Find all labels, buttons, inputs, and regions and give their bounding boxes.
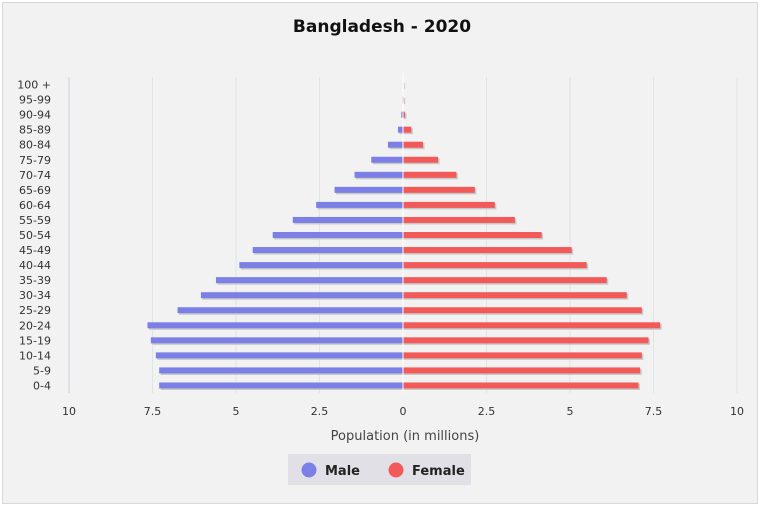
bar-male-85-89 (397, 126, 403, 133)
bar-male-5-9 (159, 367, 403, 374)
chart-title: Bangladesh - 2020 (293, 17, 471, 37)
bar-shadow (403, 98, 405, 105)
y-tick-label: 55-59 (19, 214, 51, 227)
bar-female-35-39 (403, 277, 607, 284)
y-tick-label: 80-84 (19, 139, 51, 152)
bar-female-0-4 (403, 382, 639, 389)
bar-female-55-59 (403, 216, 515, 223)
bar-female-15-19 (403, 337, 649, 344)
legend-label-male[interactable]: Male (325, 464, 360, 479)
bar-male-0-4 (159, 382, 403, 389)
legend: Male Female (288, 454, 471, 485)
chart-canvas: Bangladesh - 2020 0-4 5-9 10-14 15-19 20-24 2… (17, 17, 744, 485)
y-tick-label: 30-34 (19, 289, 51, 302)
y-tick-label: 10-14 (19, 349, 51, 362)
y-tick-label: 60-64 (19, 199, 51, 212)
legend-label-female[interactable]: Female (412, 464, 465, 479)
bar-female-5-9 (403, 367, 641, 374)
x-tick-label: 5 (567, 405, 574, 418)
x-tick-label: 0 (400, 405, 407, 418)
y-tick-label: 70-74 (19, 169, 51, 182)
bar-shadow (404, 83, 405, 90)
y-tick-label: 5-9 (33, 364, 51, 377)
bar-male-10-14 (155, 352, 403, 359)
x-axis-label: Population (in millions) (331, 429, 480, 444)
bar-female-30-34 (403, 292, 627, 299)
population-pyramid-chart: Bangladesh - 2020 0-4 5-9 10-14 15-19 20-24 2… (2, 2, 758, 504)
bar-male-75-79 (371, 156, 403, 163)
bar-female-80-84 (403, 141, 424, 148)
bar-female-60-64 (403, 201, 495, 208)
y-tick-label: 50-54 (19, 229, 51, 242)
x-tick-label: 7.5 (144, 405, 162, 418)
y-tick-label: 15-19 (19, 334, 51, 347)
y-tick-label: 35-39 (19, 274, 51, 287)
bar-female-20-24 (403, 322, 661, 329)
x-tick-label: 10 (730, 405, 744, 418)
x-tick-label: 5 (233, 405, 240, 418)
bar-female-75-79 (403, 156, 439, 163)
y-tick-label: 20-24 (19, 319, 51, 332)
y-tick-label: 25-29 (19, 304, 51, 317)
bar-female-45-49 (403, 247, 572, 254)
y-tick-label: 0-4 (33, 379, 51, 392)
y-tick-label: 95-99 (19, 94, 51, 107)
bar-female-65-69 (403, 186, 475, 193)
bar-male-30-34 (200, 292, 403, 299)
bar-shadow (404, 113, 407, 120)
bar-male-35-39 (215, 277, 403, 284)
x-axis: 10 7.5 5 2.5 0 2.5 5 7.5 10 (62, 405, 744, 418)
y-axis: 0-4 5-9 10-14 15-19 20-24 25-29 30-34 35-39 40-4… (17, 77, 70, 393)
bar-male-20-24 (147, 322, 403, 329)
x-tick-label: 2.5 (478, 405, 496, 418)
x-tick-label: 10 (62, 405, 76, 418)
bar-male-55-59 (292, 216, 403, 223)
legend-swatch-female[interactable] (388, 462, 404, 478)
y-tick-label: 85-89 (19, 124, 51, 137)
bar-shadow (404, 98, 406, 105)
bar-male-70-74 (354, 171, 403, 178)
bar-female-85-89 (403, 126, 412, 133)
bars-layer (147, 73, 662, 393)
bar-female-25-29 (403, 307, 642, 314)
bar-male-90-94 (401, 111, 403, 118)
bar-male-65-69 (334, 186, 403, 193)
bar-male-15-19 (150, 337, 403, 344)
x-tick-label: 7.5 (645, 405, 663, 418)
bar-male-80-84 (387, 141, 403, 148)
y-tick-label: 100 + (17, 79, 51, 92)
bar-female-50-54 (403, 232, 542, 238)
x-tick-label: 2.5 (311, 405, 329, 418)
bar-female-70-74 (403, 171, 457, 178)
y-tick-label: 45-49 (19, 244, 51, 257)
bar-male-40-44 (239, 262, 403, 269)
bar-male-45-49 (252, 247, 403, 254)
y-tick-label: 75-79 (19, 154, 51, 167)
legend-box (288, 454, 471, 485)
bar-shadow (404, 83, 405, 90)
bar-female-90-94 (403, 111, 406, 118)
bar-male-50-54 (272, 232, 403, 238)
bar-male-60-64 (316, 201, 403, 208)
y-tick-label: 40-44 (19, 259, 51, 272)
y-tick-label: 65-69 (19, 184, 51, 197)
bar-female-40-44 (403, 262, 587, 269)
bar-male-25-29 (177, 307, 403, 314)
bar-female-10-14 (403, 352, 642, 359)
legend-swatch-male[interactable] (301, 462, 317, 478)
y-tick-label: 90-94 (19, 109, 51, 122)
